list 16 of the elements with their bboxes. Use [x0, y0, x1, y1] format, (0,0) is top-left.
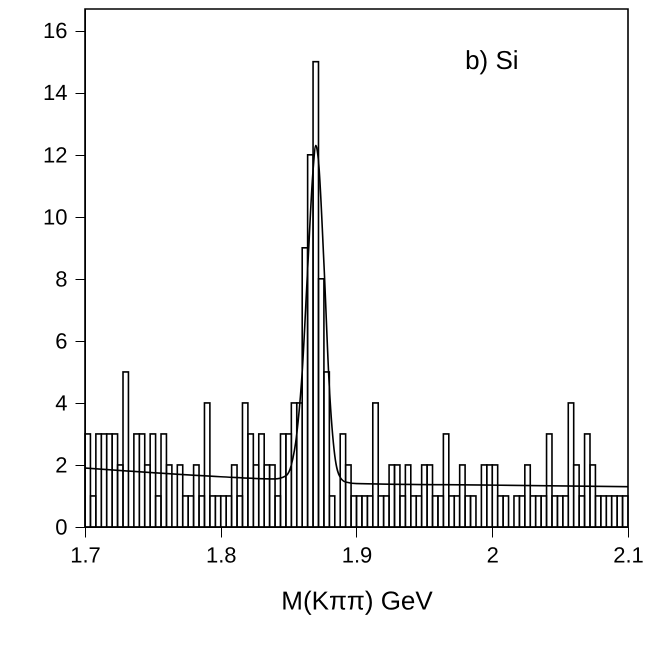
y-tick-label: 16	[43, 18, 68, 44]
y-tick-label: 12	[43, 142, 68, 168]
x-tick-label: 1.7	[70, 542, 101, 568]
y-tick-label: 8	[55, 266, 68, 292]
y-tick-label: 4	[55, 390, 68, 416]
y-tick-label: 14	[43, 80, 68, 106]
y-tick-label: 2	[55, 452, 68, 478]
annotation: b) Si	[465, 44, 519, 75]
y-tick-label: 6	[55, 328, 68, 354]
x-tick-label: 2.1	[613, 542, 644, 568]
x-axis-title: M(Kππ) GeV	[281, 586, 434, 616]
y-tick-label: 10	[43, 204, 68, 230]
x-tick-label: 1.8	[206, 542, 237, 568]
x-tick-label: 2	[486, 542, 499, 568]
y-tick-label: 0	[55, 514, 68, 540]
x-tick-label: 1.9	[342, 542, 372, 568]
